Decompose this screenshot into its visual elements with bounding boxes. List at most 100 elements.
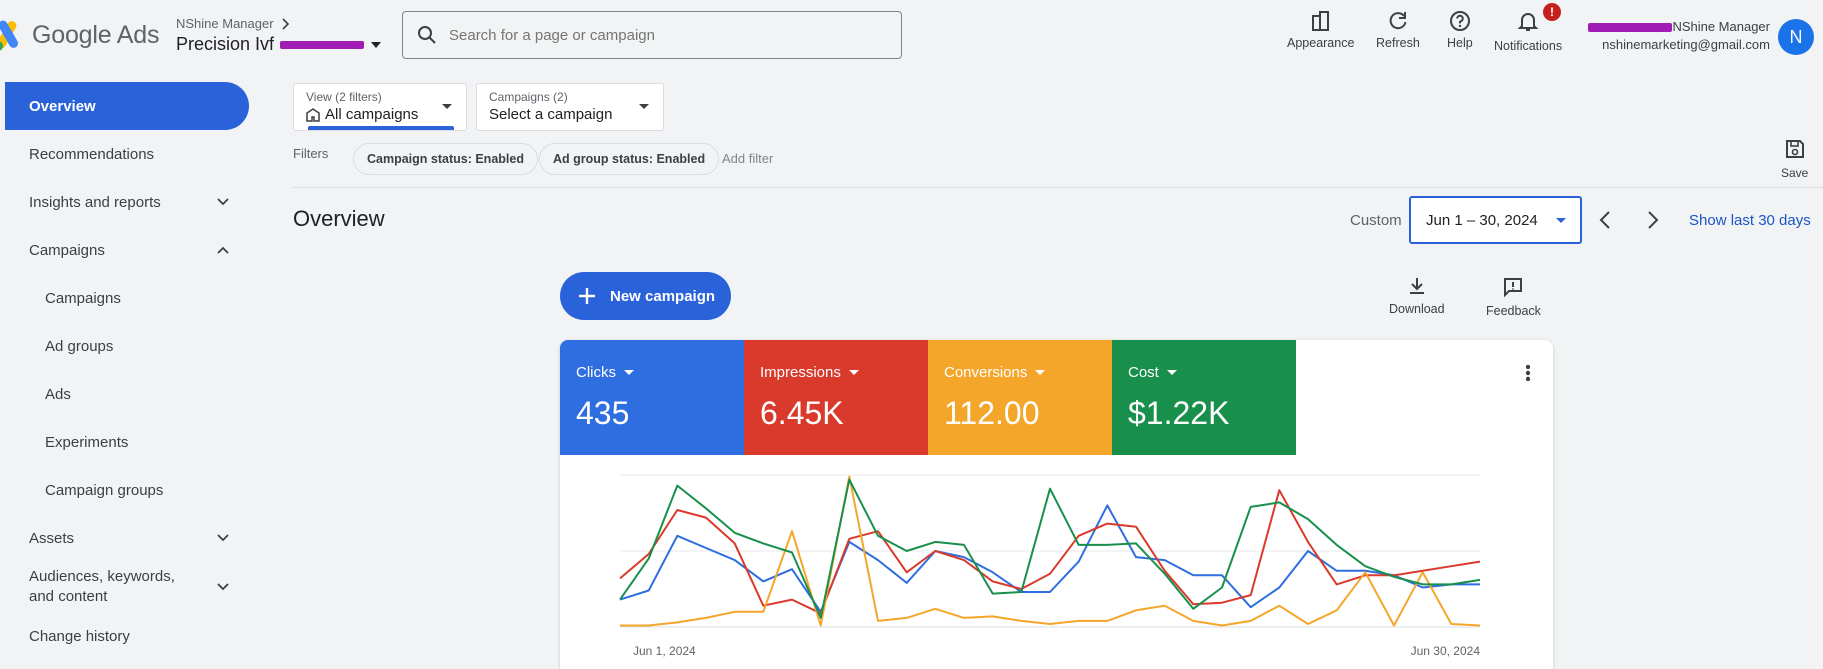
sidebar-item-label: Change history [29,627,130,645]
refresh-label: Refresh [1376,36,1420,50]
new-campaign-label: New campaign [610,287,716,305]
metric-value: $1.22K [1128,395,1230,431]
show-last-30-days-link[interactable]: Show last 30 days [1689,212,1811,229]
add-filter-button[interactable]: Add filter [722,151,774,166]
sidebar-item-label: Overview [29,97,96,115]
sidebar-item-label: Ads [45,385,71,403]
campaign-filter-dropdown[interactable]: Campaigns (2) Select a campaign [476,83,664,131]
save-label: Save [1781,166,1809,180]
sidebar-item-recommendations[interactable]: Recommendations [5,130,249,178]
caret-down-icon [442,104,452,109]
metric-value: 6.45K [760,395,844,431]
plus-icon [579,288,595,304]
sidebar-item-label: Recommendations [29,145,155,163]
campaign-filter-label: Campaigns (2) [489,90,568,104]
sidebar-item-insights[interactable]: Insights and reports [5,178,249,226]
user-name: NShine Manager [1672,19,1770,34]
caret-down-icon [848,370,859,375]
sidebar-item-label: Audiences, keywords, and content [29,568,175,605]
sidebar-item-label: Campaigns [45,289,121,307]
new-campaign-button[interactable]: New campaign [560,272,731,320]
metric-tile-impressions[interactable]: Impressions 6.45K [744,340,928,455]
logo-text: Google Ads [32,20,160,49]
sidebar-item-label: Experiments [45,433,129,451]
caret-down-icon [1035,370,1046,375]
chevron-down-icon [217,198,229,206]
next-period-button[interactable] [1647,210,1659,230]
sidebar-item-campaign-groups[interactable]: Campaign groups [5,466,249,514]
caret-down-icon [371,41,382,48]
sidebar-item-change-history[interactable]: Change history [5,612,249,660]
performance-card: Clicks 435 Impressions 6.45K Conversions… [560,340,1553,669]
previous-period-button[interactable] [1599,210,1611,230]
metric-tile-conversions[interactable]: Conversions 112.00 [928,340,1112,455]
sidebar-item-label: Campaigns [29,241,105,259]
filters-label: Filters [293,146,329,161]
search-icon [418,26,436,44]
view-filter-label: View (2 filters) [306,90,382,104]
chevron-up-icon [217,246,229,254]
campaign-filter-value: Select a campaign [489,106,613,123]
building-icon [306,107,320,122]
metric-tile-clicks[interactable]: Clicks 435 [560,340,744,455]
appearance-button[interactable]: Appearance [1287,10,1354,50]
help-button[interactable]: Help [1447,10,1473,50]
sidebar-item-label: Campaign groups [45,481,164,499]
account-switcher[interactable]: NShine Manager Precision Ivf [176,16,382,55]
save-icon [1785,140,1804,158]
refresh-button[interactable]: Refresh [1376,10,1420,50]
caret-down-icon [1556,218,1566,223]
metric-label: Clicks [576,364,616,381]
selection-indicator [308,126,454,130]
bell-icon [1517,13,1539,31]
filter-chip-ad-group-status[interactable]: Ad group status: Enabled [539,143,720,175]
appearance-icon [1311,11,1329,31]
help-label: Help [1447,36,1473,50]
view-filter-dropdown[interactable]: View (2 filters) All campaigns [293,83,467,131]
sidebar-item-campaigns-group[interactable]: Campaigns [5,226,249,274]
sidebar-item-audiences[interactable]: Audiences, keywords, and content [5,562,249,612]
notifications-button[interactable]: ! Notifications [1494,3,1563,53]
download-icon [1409,278,1424,294]
date-mode-label: Custom [1350,212,1402,229]
series-line-conversions [620,475,1481,627]
account-name: Precision Ivf [176,34,275,54]
series-line-impressions [619,489,1481,615]
feedback-label: Feedback [1486,304,1541,318]
search-input[interactable] [449,26,869,44]
user-info[interactable]: NShine Manager nshinemarketing@gmail.com [1588,18,1770,54]
sidebar-item-overview[interactable]: Overview [5,82,249,130]
sidebar-item-experiments[interactable]: Experiments [5,418,249,466]
redaction-mark [1588,22,1673,32]
divider [293,187,1823,188]
google-ads-logo[interactable]: Google Ads [0,18,159,52]
x-tick-label-start: Jun 1, 2024 [633,644,696,658]
metric-label: Impressions [760,364,841,381]
metric-tile-cost[interactable]: Cost $1.22K [1112,340,1296,455]
sidebar-item-label: Insights and reports [29,193,161,211]
view-filter-value: All campaigns [325,106,419,123]
page-title: Overview [293,206,385,231]
more-options-icon[interactable] [1525,364,1531,382]
sidebar-item-ads[interactable]: Ads [5,370,249,418]
save-button[interactable]: Save [1781,138,1808,180]
sidebar-item-assets[interactable]: Assets [5,514,249,562]
feedback-button[interactable]: Feedback [1486,276,1541,318]
sidebar-item-ad-groups[interactable]: Ad groups [5,322,249,370]
download-button[interactable]: Download [1389,276,1445,316]
notifications-label: Notifications [1494,39,1563,53]
filter-chip-campaign-status[interactable]: Campaign status: Enabled [353,143,538,175]
chevron-right-icon [281,17,289,30]
date-range-picker[interactable]: Jun 1 – 30, 2024 [1409,196,1582,244]
refresh-icon [1389,12,1407,30]
sidebar-item-campaigns[interactable]: Campaigns [5,274,249,322]
series-line-cost [619,478,1481,619]
avatar[interactable]: N [1778,19,1814,55]
caret-down-icon [624,370,634,375]
download-label: Download [1389,302,1445,316]
help-icon [1449,11,1470,31]
feedback-icon [1504,278,1523,298]
search-bar[interactable] [402,11,902,59]
sidebar-item-label: Assets [29,529,75,547]
date-range-value: Jun 1 – 30, 2024 [1426,211,1538,229]
